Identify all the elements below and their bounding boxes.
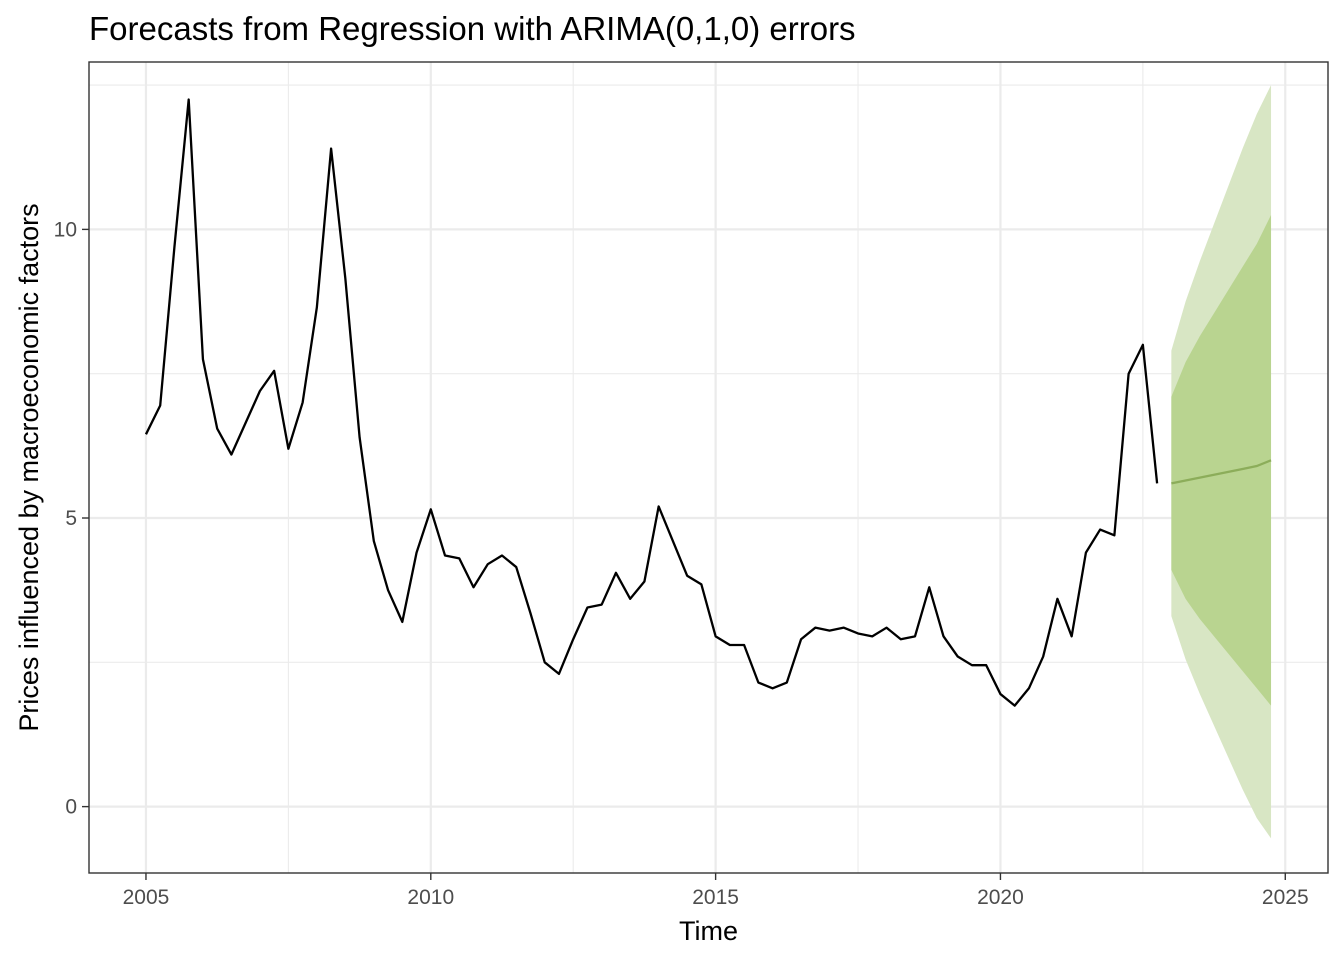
x-axis-title: Time — [679, 916, 738, 946]
panel-border — [88, 61, 1329, 874]
x-tick-label: 2005 — [123, 886, 170, 909]
y-tick-label: 0 — [65, 796, 77, 819]
x-tick-label: 2025 — [1262, 886, 1309, 909]
chart-title: Forecasts from Regression with ARIMA(0,1… — [89, 10, 856, 47]
forecast-mean-line — [1171, 459, 1272, 485]
axis-ticks: 2005 2010 2015 2020 2025 0 5 10 — [54, 218, 1309, 909]
x-tick-label: 2015 — [692, 886, 739, 909]
y-tick-label: 5 — [65, 507, 77, 530]
y-tick-label: 10 — [54, 218, 77, 241]
forecast-bands — [1171, 85, 1272, 839]
x-tick-label: 2020 — [977, 886, 1024, 909]
series-lines — [144, 98, 1272, 707]
y-axis-title: Prices influenced by macroeconomic facto… — [14, 203, 44, 731]
forecast-band-80 — [1171, 214, 1272, 706]
x-tick-label: 2010 — [407, 886, 454, 909]
historical-series-line — [144, 98, 1159, 707]
grid-lines — [89, 62, 1328, 873]
